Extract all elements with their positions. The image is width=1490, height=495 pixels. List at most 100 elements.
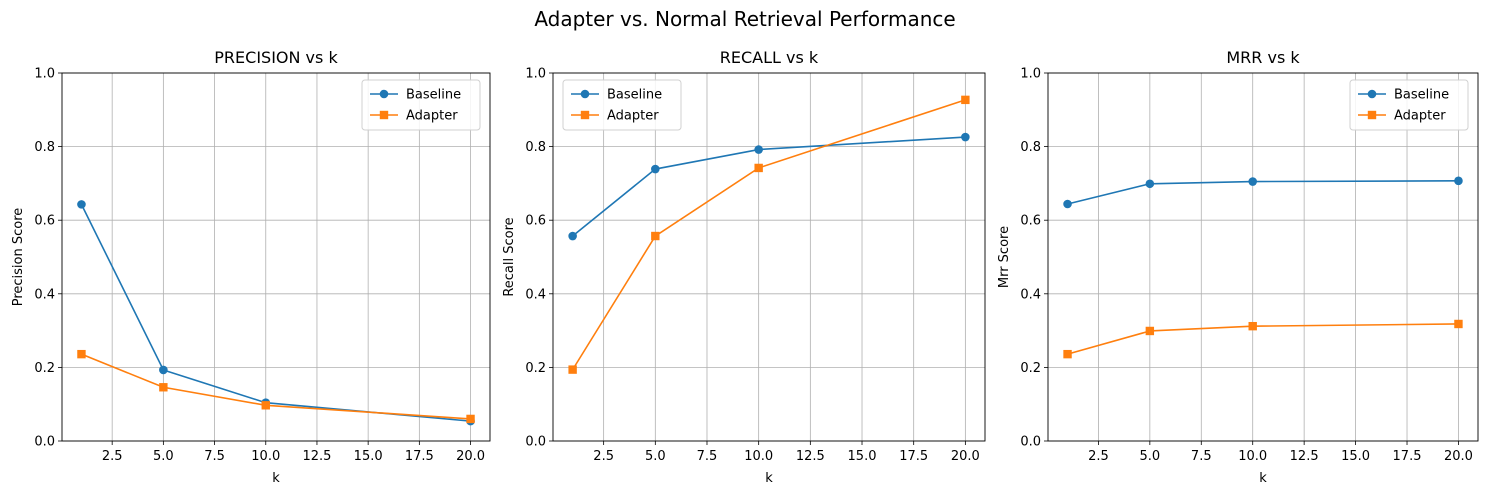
data-point-adapter (651, 231, 660, 241)
legend-marker-baseline (580, 89, 590, 99)
x-tick-label: 15.0 (1341, 449, 1370, 464)
y-tick-label: 0.8 (525, 140, 546, 155)
x-tick-label: 10.0 (1238, 449, 1267, 464)
panels: 2.5 5.0 7.5 10.0 12.5 15.0 17.5 20.0 0.0 0.2 0.4 0.… (11, 48, 1479, 486)
x-tick-label: 7.5 (1191, 449, 1212, 464)
series-line-adapter (571, 99, 966, 371)
legend: Baseline Adapter (562, 79, 682, 131)
x-tick-label: 2.5 (593, 449, 614, 464)
data-point-adapter (1248, 321, 1257, 331)
legend-label-adapter: Adapter (1394, 109, 1446, 124)
x-tick-label: 15.0 (848, 449, 877, 464)
x-tick-label: 12.5 (796, 449, 825, 464)
y-tick-label: 1.0 (1020, 67, 1041, 82)
data-point-baseline (1248, 177, 1258, 186)
legend-label-baseline: Baseline (607, 88, 662, 103)
data-point-adapter (754, 163, 763, 173)
panel-title: RECALL vs k (720, 48, 819, 67)
y-tick-label: 0.6 (1020, 214, 1041, 229)
legend-label-adapter: Adapter (406, 109, 458, 124)
series-line-baseline (572, 136, 966, 237)
data-point-baseline (568, 231, 577, 241)
x-tick-label: 17.5 (1393, 449, 1422, 464)
y-tick-label: 0.2 (34, 361, 55, 376)
data-point-adapter (568, 365, 577, 374)
legend-box (1349, 79, 1469, 131)
data-point-baseline (961, 132, 970, 142)
data-point-baseline (651, 164, 660, 174)
legend-label-baseline: Baseline (1394, 88, 1449, 103)
y-tick-label: 0.0 (34, 435, 55, 450)
x-axis-label: k (1259, 471, 1267, 486)
data-point-adapter (466, 414, 475, 424)
data-point-adapter (1063, 349, 1072, 359)
x-tick-label: 2.5 (102, 449, 123, 464)
y-tick-label: 1.0 (34, 67, 55, 82)
x-tick-label: 2.5 (1088, 449, 1109, 464)
legend-marker-baseline (379, 89, 389, 99)
data-point-adapter (77, 349, 86, 359)
legend-box (361, 79, 481, 131)
legend-marker-baseline (1367, 89, 1377, 99)
panel-3: 2.5 5.0 7.5 10.0 12.5 15.0 17.5 20.0 0.0 0.2 0.4 0.… (997, 48, 1479, 486)
axes-frame (552, 72, 986, 442)
legend-marker-adapter (1367, 110, 1377, 120)
legend-label-baseline: Baseline (406, 88, 461, 103)
y-tick-label: 0.8 (34, 140, 55, 155)
panel-1: 2.5 5.0 7.5 10.0 12.5 15.0 17.5 20.0 0.0 0.2 0.4 0.… (11, 48, 491, 486)
x-tick-label: 7.5 (204, 449, 225, 464)
legend-marker-adapter (379, 110, 389, 120)
panel-title: PRECISION vs k (214, 48, 338, 67)
axes-frame (1047, 72, 1479, 442)
y-tick-label: 0.6 (525, 214, 546, 229)
y-tick-label: 0.0 (1020, 435, 1041, 450)
panel-2: 2.5 5.0 7.5 10.0 12.5 15.0 17.5 20.0 0.0 0.2 0.4 0.… (502, 48, 986, 486)
y-tick-label: 0.6 (34, 214, 55, 229)
data-point-baseline (1145, 179, 1155, 189)
data-point-baseline (1454, 176, 1463, 186)
legend-label-adapter: Adapter (607, 109, 659, 124)
y-tick-label: 0.4 (1020, 287, 1041, 302)
data-point-baseline (1063, 199, 1072, 209)
data-point-adapter (1145, 326, 1155, 336)
x-tick-label: 15.0 (354, 449, 383, 464)
data-point-baseline (754, 145, 763, 154)
y-tick-label: 1.0 (525, 67, 546, 82)
legend-marker-adapter (580, 110, 590, 120)
x-tick-label: 17.5 (899, 449, 928, 464)
x-tick-label: 5.0 (153, 449, 174, 464)
series-line-baseline (1067, 180, 1459, 205)
x-tick-label: 12.5 (1290, 449, 1319, 464)
axes-frame (61, 72, 491, 442)
y-axis-label: Recall Score (502, 217, 517, 296)
data-point-adapter (159, 383, 168, 392)
y-tick-label: 0.4 (34, 287, 55, 302)
series-line-adapter (81, 353, 471, 420)
data-point-adapter (261, 401, 270, 410)
data-point-baseline (159, 365, 168, 375)
x-tick-label: 20.0 (951, 449, 980, 464)
x-tick-label: 7.5 (697, 449, 718, 464)
legend: Baseline Adapter (1349, 79, 1469, 131)
y-axis-label: Mrr Score (997, 226, 1012, 288)
x-tick-label: 5.0 (645, 449, 666, 464)
x-tick-label: 20.0 (1444, 449, 1473, 464)
legend-box (562, 79, 682, 131)
series-line-baseline (80, 204, 471, 422)
figure-title: Adapter vs. Normal Retrieval Performance (534, 7, 955, 31)
legend: Baseline Adapter (361, 79, 481, 131)
y-tick-label: 0.0 (525, 435, 546, 450)
y-tick-label: 0.2 (525, 361, 546, 376)
x-tick-label: 10.0 (744, 449, 773, 464)
x-tick-label: 5.0 (1139, 449, 1160, 464)
data-point-adapter (1454, 319, 1463, 329)
y-axis-label: Precision Score (11, 208, 26, 307)
x-tick-label: 12.5 (302, 449, 331, 464)
series-line-adapter (1067, 323, 1459, 355)
y-tick-label: 0.4 (525, 287, 546, 302)
x-tick-label: 10.0 (251, 449, 280, 464)
x-tick-label: 17.5 (405, 449, 434, 464)
y-tick-label: 0.2 (1020, 361, 1041, 376)
x-axis-label: k (272, 471, 280, 486)
